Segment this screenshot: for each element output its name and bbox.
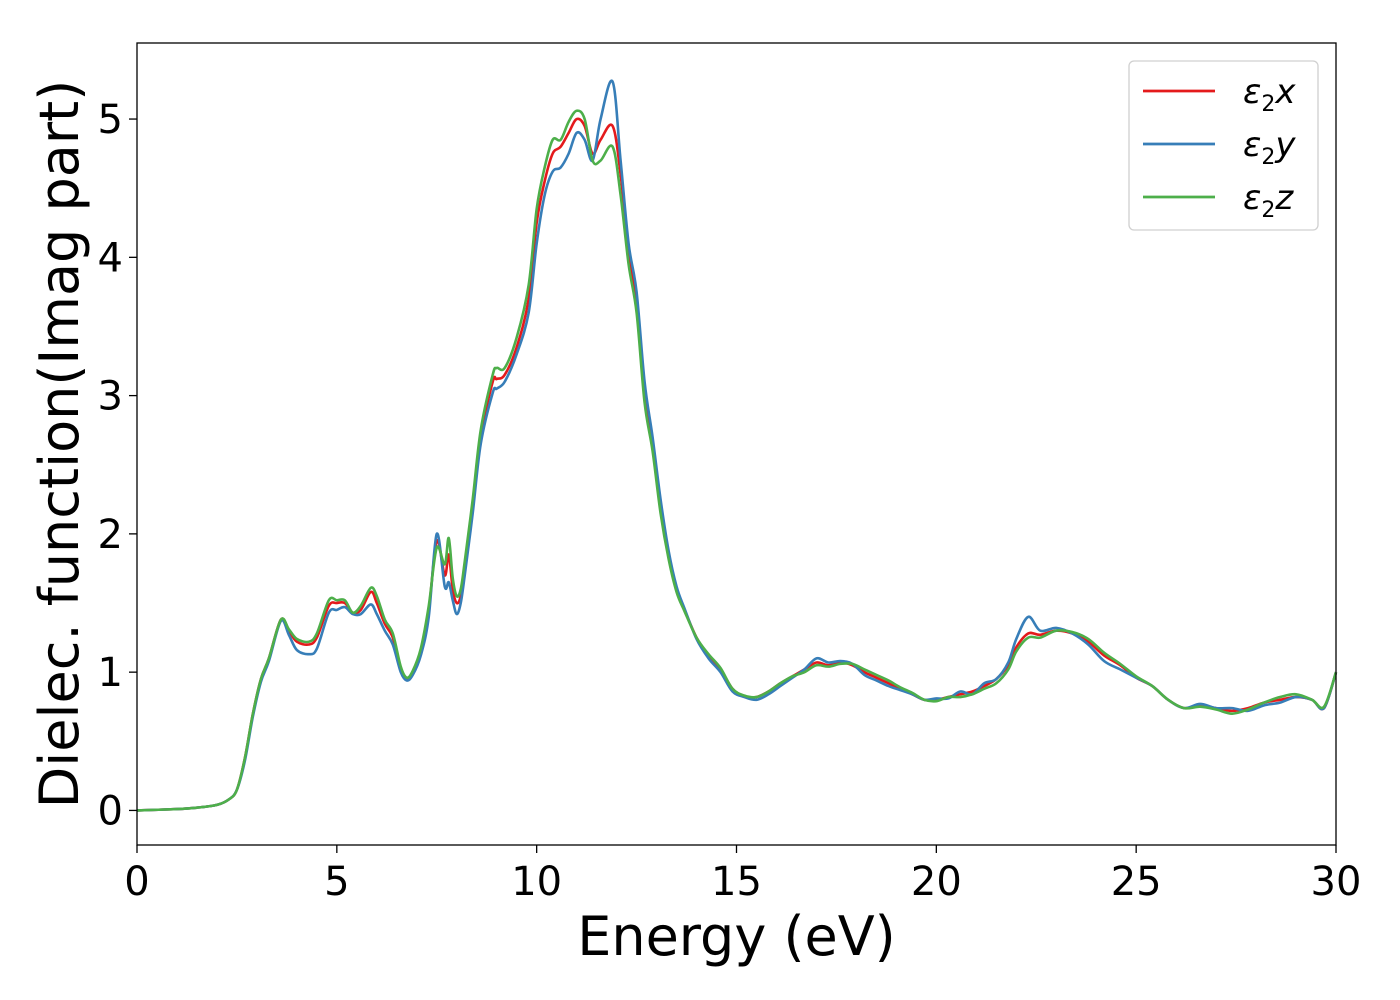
x-tick-label: 25	[1111, 859, 1162, 905]
y-tick-label: 4	[98, 235, 123, 281]
y-tick-label: 1	[98, 650, 123, 696]
x-tick-label: 20	[911, 859, 962, 905]
axis-ticks: 0 5 10 15 20 25 30 0 1 2 3 4 5	[98, 97, 1362, 905]
y-tick-label: 5	[98, 97, 123, 143]
x-tick-label: 5	[324, 859, 349, 905]
x-tick-label: 0	[124, 859, 149, 905]
series-line-2	[136, 79, 1338, 812]
x-tick-label: 15	[711, 859, 762, 905]
y-axis-title: Dielec. function(Imag part)	[28, 80, 91, 809]
series-lines	[136, 79, 1338, 812]
legend-label-2: ε2y	[1243, 125, 1296, 170]
x-tick-label: 30	[1311, 859, 1362, 905]
legend-label-1: ε2x	[1243, 72, 1296, 117]
plot-frame	[136, 42, 1337, 846]
x-axis-title: Energy (eV)	[577, 905, 896, 968]
series-line-3	[136, 109, 1338, 812]
y-tick-label: 0	[98, 788, 123, 834]
x-tick-label: 10	[511, 859, 562, 905]
legend: ε2x ε2y ε2z	[1128, 60, 1319, 231]
legend-box	[1128, 60, 1319, 231]
legend-label-3: ε2z	[1243, 178, 1294, 223]
y-tick-label: 3	[98, 374, 123, 420]
y-tick-label: 2	[98, 512, 123, 558]
